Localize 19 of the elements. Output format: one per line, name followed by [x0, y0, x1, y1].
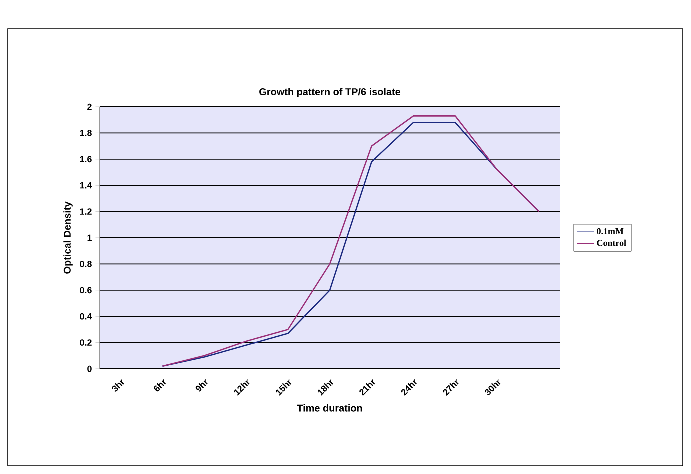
- y-tick-label: 0.8: [80, 261, 92, 268]
- y-tick-label: 0.6: [80, 287, 92, 294]
- y-tick-label: 2: [88, 104, 92, 110]
- y-tick-label: 0.4: [80, 313, 92, 320]
- legend-label: Control: [597, 240, 626, 246]
- y-axis-title: Optical Density: [64, 202, 73, 274]
- y-tick-label: 0.2: [80, 340, 92, 346]
- y-tick-label: 1.6: [80, 156, 92, 163]
- y-tick-label: 1.2: [80, 208, 92, 215]
- y-tick-label: 1: [88, 234, 92, 242]
- y-tick-label: 1.4: [80, 182, 92, 189]
- y-tick-label: 1.8: [80, 130, 92, 136]
- y-tick-label: 0: [88, 366, 92, 372]
- chart-title: Growth pattern of TP/6 isolate: [260, 88, 401, 98]
- x-axis-title: Time duration: [297, 404, 362, 412]
- legend-label: 0.1mM: [597, 228, 624, 235]
- x-tick-label: 3hr: [112, 380, 124, 392]
- x-tick-label: 9hr: [196, 380, 208, 392]
- x-tick-label: 6hr: [154, 380, 166, 392]
